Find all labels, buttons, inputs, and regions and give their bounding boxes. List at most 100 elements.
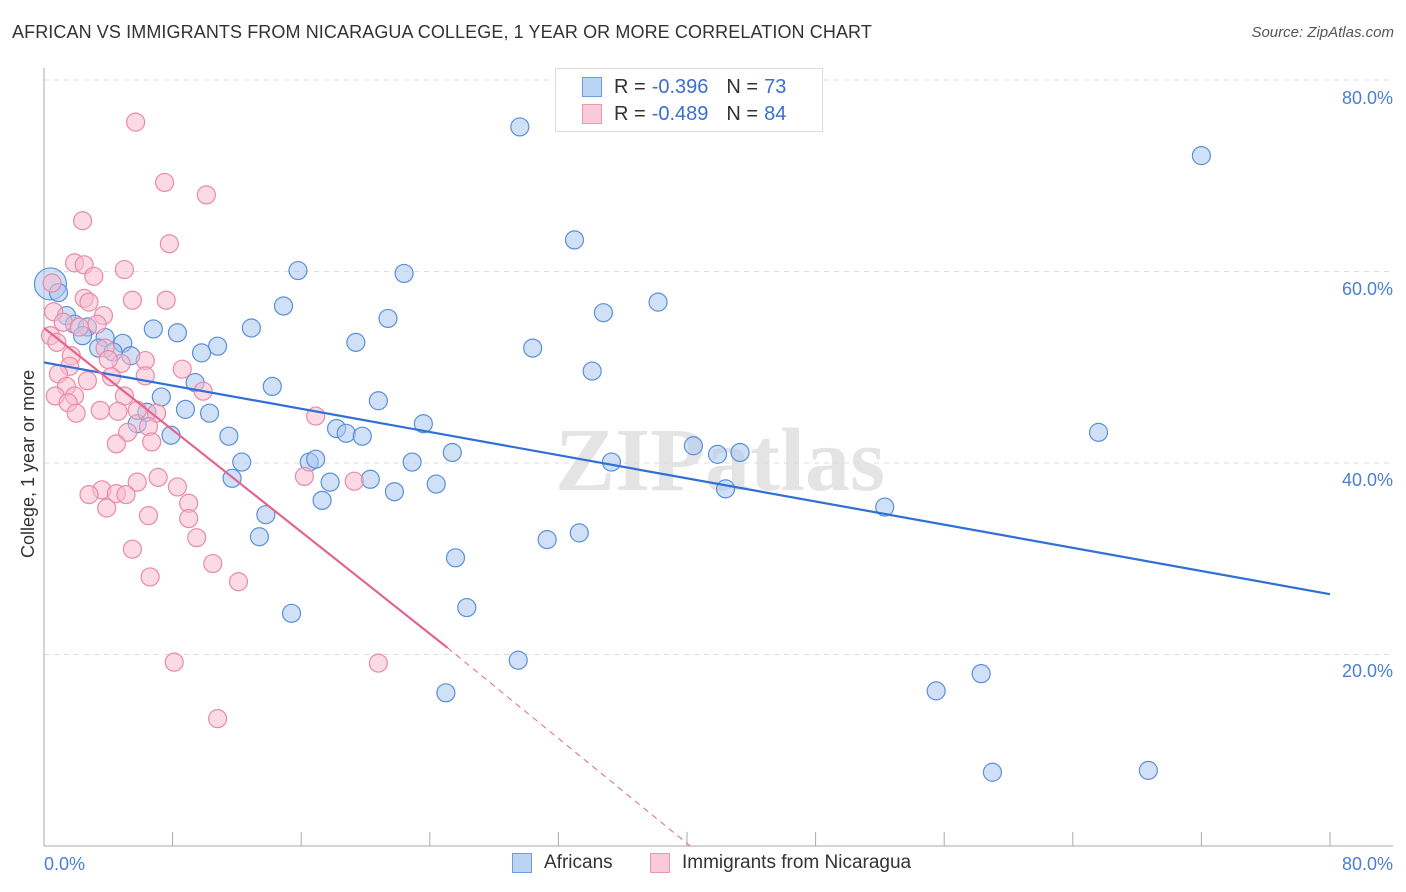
africans-point [273, 296, 294, 316]
africans-point [167, 323, 188, 343]
nicaragua-point [164, 652, 184, 672]
nicaragua-point [122, 539, 143, 559]
africans-point [982, 762, 1003, 782]
nicaragua-point [228, 572, 249, 592]
legend-label: Immigrants from Nicaragua [682, 852, 912, 873]
africans-point [288, 260, 308, 281]
africans-point [648, 292, 668, 312]
nicaragua-point [106, 434, 126, 454]
africans-point [523, 338, 543, 358]
africans-point [601, 452, 622, 472]
pink-swatch-icon [650, 853, 670, 873]
nicaragua-trend-line [43, 327, 449, 649]
africans-point [151, 387, 171, 407]
nicaragua-point [187, 528, 207, 548]
africans-point [593, 303, 614, 323]
nicaragua-point [148, 467, 168, 487]
africans-point [510, 117, 530, 137]
africans-trend-line [43, 361, 1331, 596]
legend-row-nicaragua: R = -0.489 N = 84 [582, 102, 786, 126]
nicaragua-point [196, 185, 216, 205]
nicaragua-point [69, 317, 89, 337]
africans-point [971, 664, 991, 684]
r-label: R = [614, 102, 646, 125]
africans-point [384, 482, 405, 502]
africans-point [442, 442, 462, 463]
africans-point [445, 548, 466, 568]
africans-point [241, 318, 261, 338]
africans-point [320, 472, 340, 492]
africans-point [281, 603, 302, 623]
africans-point [926, 681, 946, 701]
nicaragua-point [53, 312, 73, 332]
r-value: -0.489 [651, 102, 709, 125]
africans-point [875, 497, 895, 517]
nicaragua-point [79, 292, 99, 312]
blue-swatch-icon [512, 853, 532, 873]
nicaragua-point [167, 477, 188, 497]
y-tick-label: 80.0% [1342, 88, 1393, 108]
nicaragua-point [368, 653, 388, 673]
nicaragua-point [159, 234, 179, 254]
r-value: -0.396 [651, 75, 709, 98]
legend-item-nicaragua[interactable]: Immigrants from Nicaragua [650, 852, 911, 874]
africans-point [232, 452, 252, 472]
africans-point [426, 474, 446, 494]
n-value: 73 [764, 75, 787, 98]
africans-point [208, 336, 228, 356]
r-label: R = [614, 75, 646, 98]
africans-point [360, 469, 380, 489]
nicaragua-point [66, 403, 86, 423]
africans-point [368, 391, 388, 411]
blue-swatch-icon [582, 77, 602, 97]
legend-item-africans[interactable]: Africans [512, 852, 613, 874]
nicaragua-point [117, 422, 138, 442]
africans-point [191, 343, 212, 363]
nicaragua-point [126, 112, 146, 132]
africans-point [306, 449, 326, 469]
y-axis-label: College, 1 year or more [18, 370, 38, 558]
africans-point [1088, 422, 1109, 442]
nicaragua-point [87, 314, 107, 334]
nicaragua-point [79, 484, 99, 505]
y-tick-label: 40.0% [1342, 470, 1393, 490]
chart-title: AFRICAN VS IMMIGRANTS FROM NICARAGUA COL… [12, 22, 872, 42]
nicaragua-point [154, 172, 175, 193]
x-tick-label-max: 80.0% [1342, 854, 1393, 874]
nicaragua-point [172, 359, 192, 379]
nicaragua-point [138, 506, 159, 526]
africans-point [402, 452, 422, 472]
africans-point [457, 597, 477, 618]
nicaragua-point [127, 472, 147, 492]
nicaragua-point [140, 567, 160, 587]
nicaragua-point [294, 466, 315, 487]
africans-point [683, 436, 704, 456]
africans-point [219, 426, 239, 446]
x-tick-label-min: 0.0% [44, 854, 85, 874]
nicaragua-point [97, 498, 117, 518]
africans-point [537, 529, 557, 550]
n-label: N = [726, 75, 759, 98]
legend-row-africans: R = -0.396 N = 73 [582, 75, 786, 99]
stats-legend: R = -0.396 N = 73 R = -0.489 N = 84 [555, 68, 823, 132]
africans-point [256, 505, 276, 525]
nicaragua-point [108, 401, 128, 421]
nicaragua-point [156, 290, 176, 310]
nicaragua-point [203, 553, 223, 574]
n-label: N = [726, 102, 759, 125]
nicaragua-point [72, 211, 93, 231]
nicaragua-point [77, 371, 98, 391]
africans-point [352, 426, 372, 446]
nicaragua-point [208, 709, 228, 729]
nicaragua-point [142, 432, 162, 452]
africans-point [199, 403, 220, 423]
nicaragua-point [127, 400, 147, 420]
africans-point [312, 490, 332, 510]
africans-point [508, 650, 528, 670]
nicaragua-trend-extension [447, 647, 691, 847]
africans-point [394, 263, 414, 284]
nicaragua-point [116, 484, 136, 505]
source-label: Source: ZipAtlas.com [1251, 24, 1394, 41]
